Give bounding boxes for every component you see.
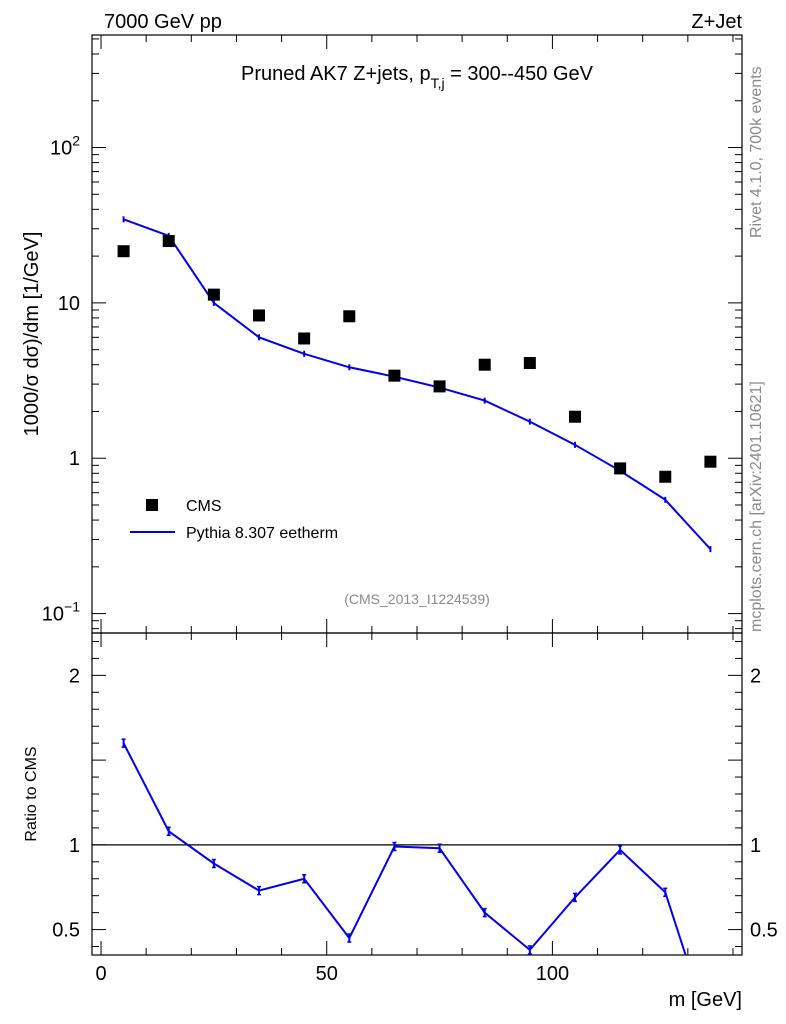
legend-cms-label: CMS bbox=[186, 498, 222, 515]
ratio-y-tick-label: 1 bbox=[69, 835, 80, 857]
cms-data-point bbox=[117, 245, 130, 258]
x-tick-label: 100 bbox=[536, 963, 569, 985]
cms-data-point bbox=[298, 332, 311, 345]
analysis-watermark: (CMS_2013_I1224539) bbox=[344, 591, 490, 607]
ratio-line bbox=[122, 742, 687, 956]
ratio-y-tick-label-right: 2 bbox=[750, 665, 761, 687]
ratio-y-tick-label-right: 0.5 bbox=[750, 920, 778, 942]
mcplots-label: mcplots.cern.ch [arXiv:2401.10621] bbox=[748, 381, 765, 632]
cms-data-point bbox=[568, 410, 581, 423]
main-y-tick-label: 102 bbox=[50, 133, 80, 160]
cms-data-point bbox=[207, 288, 220, 301]
x-tick-label: 50 bbox=[316, 963, 338, 985]
header-left: 7000 GeV pp bbox=[104, 11, 222, 33]
ratio-series bbox=[121, 738, 687, 956]
main-panel: 10−1 1 10 102 Pruned AK7 Z+jets, pT,j = 300… bbox=[21, 34, 743, 634]
cms-data-point bbox=[704, 455, 717, 468]
cms-data-point bbox=[388, 369, 401, 382]
main-frame bbox=[91, 34, 743, 634]
cms-data-series bbox=[117, 235, 717, 483]
ratio-panel: 0.5 0.5 1 1 2 2 0 50 100 Ratio to CMS m [GeV] bbox=[23, 632, 778, 1011]
ratio-frame bbox=[91, 632, 743, 956]
main-y-tick-label: 10 bbox=[58, 293, 80, 315]
legend-cms-marker bbox=[146, 499, 158, 511]
main-y-tick-labels: 10−1 1 10 102 bbox=[42, 133, 80, 626]
x-tick-label: 0 bbox=[95, 963, 106, 985]
ratio-ticks bbox=[92, 633, 742, 955]
ratio-y-tick-label-right: 1 bbox=[750, 835, 761, 857]
main-title: Pruned AK7 Z+jets, pT,j = 300--450 GeV bbox=[241, 63, 594, 91]
rivet-label: Rivet 4.1.0, 700k events bbox=[748, 66, 765, 238]
legend: CMS Pythia 8.307 eetherm bbox=[130, 498, 338, 542]
cms-data-point bbox=[614, 462, 627, 475]
ratio-y-tick-labels: 0.5 0.5 1 1 2 2 bbox=[52, 665, 778, 941]
ratio-y-tick-label: 0.5 bbox=[52, 920, 80, 942]
cms-data-point bbox=[433, 380, 446, 393]
header-right: Z+Jet bbox=[691, 11, 742, 33]
main-ticks bbox=[92, 35, 742, 633]
mc-line bbox=[123, 218, 712, 550]
x-axis-title: m [GeV] bbox=[669, 989, 742, 1011]
cms-data-point bbox=[523, 357, 536, 370]
main-y-tick-label: 10−1 bbox=[42, 599, 80, 626]
legend-mc-label: Pythia 8.307 eetherm bbox=[186, 525, 338, 542]
cms-data-point bbox=[478, 358, 491, 371]
x-tick-labels: 0 50 100 bbox=[95, 963, 569, 985]
cms-data-point bbox=[253, 309, 266, 322]
main-y-axis-title: 1000/σ dσ)/dm [1/GeV] bbox=[21, 232, 43, 437]
cms-data-point bbox=[659, 470, 672, 483]
ratio-y-tick-label: 2 bbox=[69, 665, 80, 687]
main-y-tick-label: 1 bbox=[69, 448, 80, 470]
cms-data-point bbox=[162, 235, 175, 248]
cms-data-point bbox=[343, 310, 356, 323]
ratio-y-axis-title: Ratio to CMS bbox=[23, 746, 40, 841]
